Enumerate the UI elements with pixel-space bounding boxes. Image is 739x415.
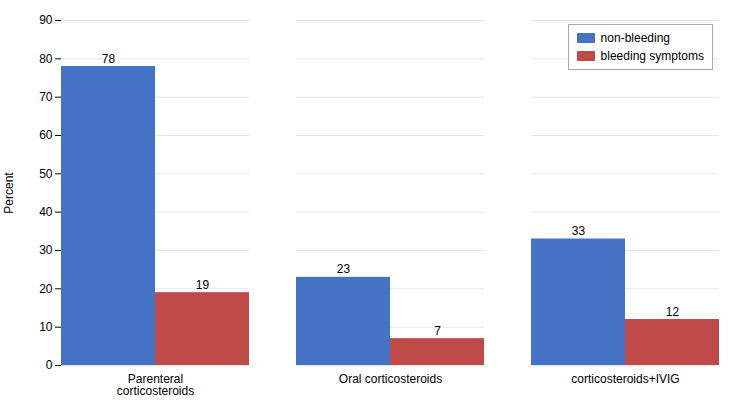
svg-text:10: 10 xyxy=(39,320,53,334)
svg-text:Oral corticosteroids: Oral corticosteroids xyxy=(339,372,442,386)
svg-text:corticosteroids+IVIG: corticosteroids+IVIG xyxy=(571,372,679,386)
svg-text:Parenteralcorticosteroids: Parenteralcorticosteroids xyxy=(117,372,194,398)
svg-text:23: 23 xyxy=(337,262,351,276)
html-text:non-bleeding: non-bleeding xyxy=(600,31,670,45)
svg-text:78: 78 xyxy=(102,52,116,66)
svg-text:7: 7 xyxy=(434,324,441,338)
svg-text:70: 70 xyxy=(39,90,53,104)
svg-text:60: 60 xyxy=(39,128,53,142)
svg-text:12: 12 xyxy=(666,305,680,319)
svg-text:33: 33 xyxy=(572,224,586,238)
svg-text:40: 40 xyxy=(39,205,53,219)
svg-text:Percent: Percent xyxy=(2,172,16,214)
svg-text:20: 20 xyxy=(39,282,53,296)
html-text:bleeding symptoms: bleeding symptoms xyxy=(600,49,704,63)
svg-text:30: 30 xyxy=(39,243,53,257)
svg-text:50: 50 xyxy=(39,167,53,181)
svg-text:90: 90 xyxy=(39,13,53,27)
svg-text:19: 19 xyxy=(196,278,210,292)
svg-text:0: 0 xyxy=(46,358,53,372)
svg-text:80: 80 xyxy=(39,52,53,66)
